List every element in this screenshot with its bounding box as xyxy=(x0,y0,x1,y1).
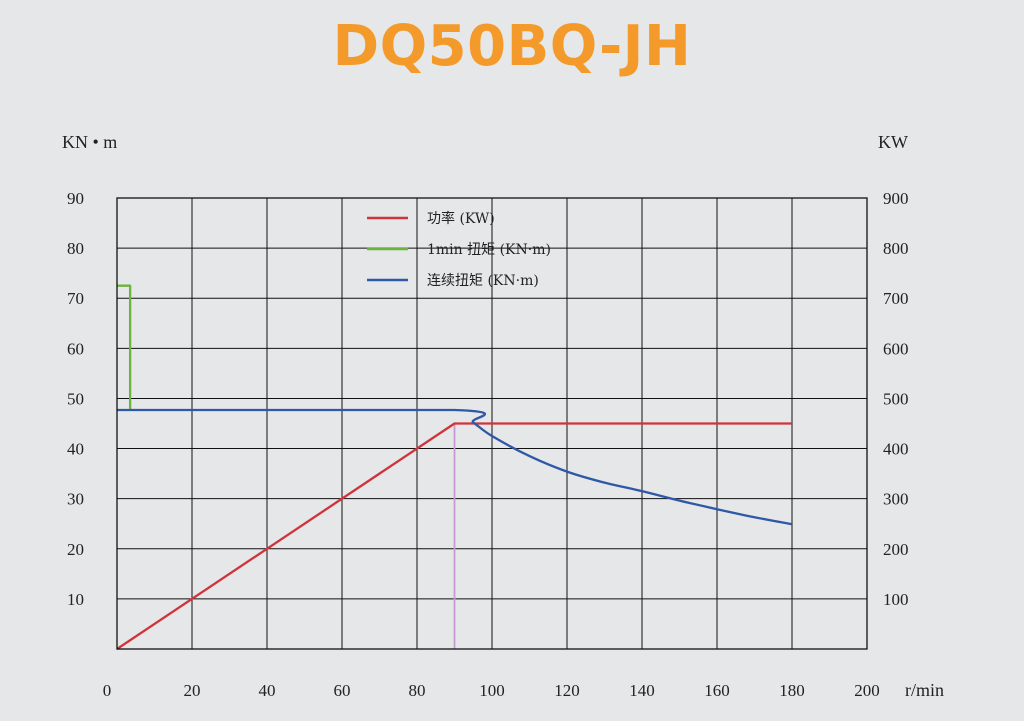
y-right-tick-label: 900 xyxy=(883,189,909,208)
one-min-torque-series-line xyxy=(117,284,132,410)
y-left-axis-label: KN • m xyxy=(62,132,117,152)
y-right-axis-label: KW xyxy=(878,132,908,152)
ticks-layer: 0 20 40 60 80 100 120 140 160 180 200 10 20 30 40 50 60 7… xyxy=(67,189,909,700)
legend: 功率 (KW) 1min 扭矩 (KN·m) 连续扭矩 (KN·m) xyxy=(367,210,551,289)
x-tick-label: 160 xyxy=(704,681,730,700)
y-right-tick-label: 400 xyxy=(883,440,909,459)
legend-item-1min-torque-label: 1min 扭矩 (KN·m) xyxy=(427,242,551,258)
y-right-tick-label: 700 xyxy=(883,289,909,308)
legend-item-continuous-torque-label: 连续扭矩 (KN·m) xyxy=(427,272,539,289)
y-right-tick-label: 500 xyxy=(883,389,909,408)
y-right-tick-label: 800 xyxy=(883,239,909,258)
continuous-torque-series-line xyxy=(117,408,793,526)
y-right-tick-label: 300 xyxy=(883,490,909,509)
y-left-tick-label: 40 xyxy=(67,440,84,459)
x-axis-unit-label: r/min xyxy=(905,680,944,700)
power-series-line xyxy=(116,422,792,650)
y-right-tick-label: 100 xyxy=(883,590,909,609)
plot-frame xyxy=(116,197,868,650)
chart-title: DQ50BQ-JH xyxy=(332,14,692,79)
legend-item-power-label: 功率 (KW) xyxy=(427,210,495,227)
series-layer xyxy=(116,284,793,650)
x-tick-label: 100 xyxy=(479,681,505,700)
y-left-tick-label: 80 xyxy=(67,239,84,258)
x-tick-label: 80 xyxy=(409,681,426,700)
y-left-tick-label: 30 xyxy=(67,490,84,509)
x-tick-label: 40 xyxy=(259,681,276,700)
x-tick-label: 0 xyxy=(103,681,112,700)
x-tick-label: 140 xyxy=(629,681,655,700)
y-left-tick-label: 90 xyxy=(67,189,84,208)
y-left-tick-label: 10 xyxy=(67,590,84,609)
x-tick-label: 180 xyxy=(779,681,805,700)
x-tick-label: 20 xyxy=(184,681,201,700)
y-left-tick-label: 50 xyxy=(67,389,84,408)
y-left-tick-label: 60 xyxy=(67,339,84,358)
y-left-tick-label: 20 xyxy=(67,540,84,559)
y-left-tick-label: 70 xyxy=(67,289,84,308)
x-tick-label: 60 xyxy=(334,681,351,700)
y-right-tick-label: 600 xyxy=(883,339,909,358)
x-tick-label: 120 xyxy=(554,681,580,700)
grid-layer xyxy=(117,198,867,649)
x-tick-label: 200 xyxy=(854,681,880,700)
y-right-tick-label: 200 xyxy=(883,540,909,559)
